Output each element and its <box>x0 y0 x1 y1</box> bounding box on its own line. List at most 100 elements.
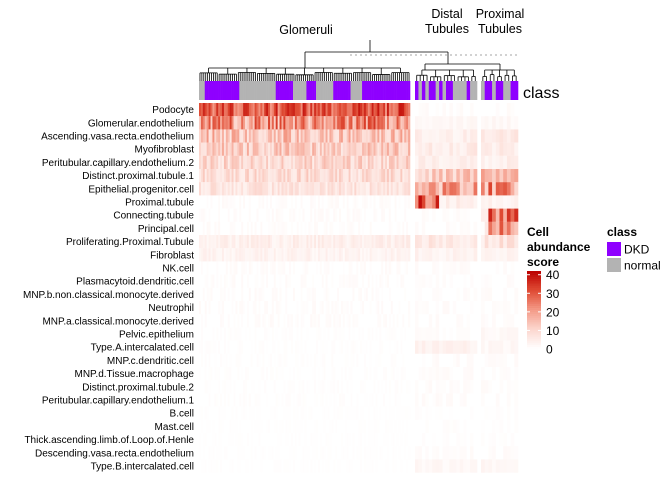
heatmap-cell <box>340 406 344 420</box>
heatmap-cell <box>227 301 230 315</box>
heatmap-cell <box>373 274 376 288</box>
heatmap-cell <box>495 459 500 473</box>
heatmap-cell <box>206 367 209 381</box>
heatmap-cell <box>319 116 323 130</box>
heatmap-cell <box>392 380 395 394</box>
heatmap-cell <box>250 406 254 420</box>
heatmap-cell <box>383 406 386 420</box>
heatmap-cell <box>212 235 215 249</box>
heatmap-cell <box>223 327 227 341</box>
heatmap-cell <box>337 406 340 420</box>
heatmap-cell <box>208 235 211 249</box>
heatmap-cell <box>503 327 508 341</box>
heatmap-cell <box>354 221 357 236</box>
heatmap-cell <box>200 261 204 275</box>
heatmap-cell <box>258 129 261 143</box>
heatmap-cell <box>294 103 298 117</box>
heatmap-cell <box>402 459 405 473</box>
heatmap-cell <box>319 406 323 420</box>
heatmap-cell <box>292 287 296 302</box>
heatmap-cell <box>379 459 382 473</box>
heatmap-cell <box>314 353 317 368</box>
heatmap-cell <box>204 103 207 117</box>
heatmap-cell <box>264 367 267 381</box>
heatmap-cell <box>473 195 478 209</box>
class-annotation-cell <box>235 81 238 100</box>
heatmap-cell <box>375 261 378 275</box>
heatmap-cell <box>402 340 405 354</box>
heatmap-cell <box>225 221 229 236</box>
heatmap-cell <box>268 116 271 130</box>
heatmap-cell <box>291 129 294 143</box>
heatmap-cell <box>363 393 367 407</box>
heatmap-cell <box>383 301 386 315</box>
heatmap-cell <box>310 261 313 275</box>
heatmap-cell <box>225 367 229 381</box>
heatmap-cell <box>200 195 204 209</box>
heatmap-cell <box>354 129 357 143</box>
heatmap-cell <box>216 446 219 460</box>
heatmap-cell <box>365 221 369 236</box>
heatmap-cell <box>317 459 321 473</box>
heatmap-cell <box>210 459 213 473</box>
heatmap-cell <box>289 367 292 381</box>
heatmap-cell <box>316 208 319 222</box>
heatmap-cell <box>400 274 403 288</box>
heatmap-cell <box>256 393 259 407</box>
heatmap-cell <box>316 353 319 368</box>
heatmap-cell <box>268 314 271 328</box>
heatmap-cell <box>204 182 207 196</box>
heatmap-cell <box>254 353 257 368</box>
heatmap-cell <box>510 406 515 420</box>
class-annotation-cell <box>400 81 403 100</box>
heatmap-cell <box>264 103 267 117</box>
heatmap-cell <box>218 208 221 222</box>
heatmap-cell <box>470 182 474 196</box>
heatmap-cell <box>381 340 384 354</box>
heatmap-cell <box>243 314 246 328</box>
heatmap-cell <box>229 248 232 262</box>
heatmap-cell <box>252 327 255 341</box>
heatmap-cell <box>379 235 382 249</box>
heatmap-cell <box>418 116 423 130</box>
heatmap-cell <box>373 248 376 262</box>
heatmap-cell <box>339 195 342 209</box>
heatmap-cell <box>233 182 236 196</box>
heatmap-cell <box>383 340 386 354</box>
heatmap-cell <box>245 274 248 288</box>
class-annotation-cell <box>510 81 515 100</box>
heatmap-cell <box>510 353 515 368</box>
heatmap-cell <box>348 221 351 236</box>
heatmap-cell <box>269 433 273 447</box>
class-annotation-cell <box>248 81 252 100</box>
heatmap-cell <box>415 103 419 117</box>
heatmap-cell <box>503 116 508 130</box>
heatmap-cell <box>352 155 355 170</box>
heatmap-cell <box>281 103 284 117</box>
heatmap-cell <box>296 142 300 156</box>
heatmap-cell <box>214 459 217 473</box>
heatmap-cell <box>488 340 493 354</box>
heatmap-cell <box>484 248 489 262</box>
heatmap-cell <box>312 103 315 117</box>
heatmap-cell <box>379 301 382 315</box>
heatmap-cell <box>262 406 265 420</box>
heatmap-cell <box>254 406 257 420</box>
heatmap-cell <box>337 116 340 130</box>
heatmap-cell <box>481 235 485 249</box>
heatmap-cell <box>308 393 311 407</box>
heatmap-cell <box>216 340 219 354</box>
heatmap-cell <box>275 155 278 170</box>
heatmap-cell <box>298 248 301 262</box>
heatmap-cell <box>285 129 288 143</box>
colorbar-tick-label: 0 <box>546 343 553 357</box>
heatmap-cell <box>260 142 263 156</box>
heatmap-cell <box>400 301 403 315</box>
heatmap-cell <box>373 116 376 130</box>
heatmap-cell <box>484 380 489 394</box>
heatmap-cell <box>354 195 357 209</box>
heatmap-cell <box>449 367 454 381</box>
heatmap-cell <box>449 340 454 354</box>
heatmap-cell <box>248 261 252 275</box>
heatmap-cell <box>241 208 244 222</box>
